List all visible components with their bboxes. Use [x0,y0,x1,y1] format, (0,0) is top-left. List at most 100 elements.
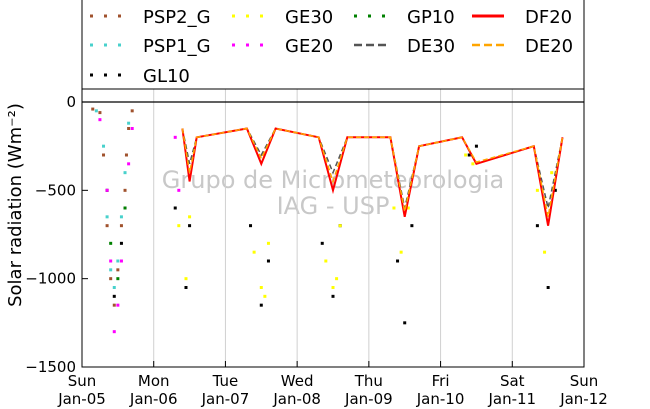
series-gl10-point-9 [320,241,324,245]
series-gl10-point-15 [467,153,471,157]
series-gl10-point-14 [410,224,414,228]
series-psp2-g-point-4 [109,277,113,281]
legend-psp2-g-label: PSP2_G [143,7,211,28]
series-ge30-point-1 [184,277,188,281]
series-psp2-g-point-2 [102,153,106,157]
series-psp1-g-point-3 [109,268,113,272]
x-tick-date-6: Jan-11 [487,390,536,408]
y-tick-label-0: 0 [66,93,76,111]
series-psp2-g-point-3 [105,224,109,228]
y-tick-label-3: −1500 [25,358,76,376]
series-ge20-point-10 [177,188,181,192]
series-psp1-g-point-1 [102,144,106,148]
series-psp2-g-point-10 [127,127,131,130]
series-ge30-point-16 [535,188,539,192]
series-ge20-point-3 [112,330,116,334]
watermark-line-2: IAG - USP [277,192,390,220]
x-tick-day-6: Sat [500,372,525,390]
series-psp2-g-point-11 [130,109,134,113]
series-de20-line [181,127,564,217]
legend-ge20-marker-0 [232,43,235,47]
x-tick-day-2: Tue [212,372,239,390]
series-psp2-g-point-9 [124,153,128,157]
series-ge30-point-18 [550,171,554,175]
series-ge30-point-17 [543,250,547,254]
series-gl10-point-17 [535,224,539,228]
x-tick-date-1: Jan-06 [129,390,178,408]
series-gl10-point-1 [112,294,116,298]
series-psp2-g-point-1 [98,111,102,115]
x-tick-day-1: Mon [138,372,170,390]
series-ge30-point-5 [263,294,267,298]
series-ge30-point-2 [188,215,192,219]
legend-gl10-label: GL10 [143,66,190,87]
x-tick-day-5: Fri [432,372,450,390]
legend-ge20-label: GE20 [285,36,333,57]
legend-gp10-marker-1 [368,14,371,18]
series-ge30-point-7 [324,259,328,263]
series-ge20-point-7 [127,162,131,166]
series-ge20-point-1 [105,188,109,192]
series-ge30-point-14 [464,153,468,157]
series-gl10-point-18 [546,286,550,289]
series-psp1-g-point-2 [105,215,109,219]
series-ge20-point-8 [130,127,134,130]
legend-psp1-g-label: PSP1_G [143,36,211,57]
legend-de20-label: DE20 [525,36,573,57]
series-gl10-point-8 [266,259,270,263]
y-tick-label-1: −500 [35,181,76,199]
series-gl10-point-19 [553,188,557,192]
series-psp2-g-point-5 [112,303,116,307]
series-ge30-point-10 [338,224,342,228]
series-gl10-point-3 [173,206,177,210]
series-psp1-g-point-7 [123,171,127,175]
series-ge20-point-2 [109,259,113,263]
legend-ge20-marker-2 [260,43,263,47]
series-gp10-point-2 [123,206,127,210]
legend-gl10-marker-2 [118,73,121,77]
series-psp1-g-point-6 [119,215,123,219]
series-gl10-point-16 [474,144,478,148]
series-ge30-point-11 [392,206,396,210]
legend-psp2-g-marker-2 [118,14,121,18]
series-psp1-g-point-4 [112,286,116,289]
legend-psp2-g-marker-1 [104,14,107,18]
legend-ge30-marker-2 [260,14,263,18]
series-ge20-point-5 [119,259,123,263]
legend-ge30-marker-1 [246,14,249,18]
series-gl10-point-12 [396,259,400,263]
series-psp2-g-point-8 [123,188,127,192]
series-gl10-point-5 [188,224,192,228]
x-tick-day-0: Sun [68,372,97,390]
legend-psp1-g-marker-0 [90,43,93,47]
series-ge20-point-0 [98,118,102,122]
x-tick-date-3: Jan-08 [272,390,321,408]
legend-psp2-g-marker-0 [90,14,93,18]
legend-psp1-g-marker-2 [118,43,121,47]
series-psp1-g-point-8 [127,121,131,125]
legend-ge30-marker-0 [232,14,235,18]
series-gl10-point-4 [184,286,188,289]
series-psp1-g-point-0 [94,109,98,113]
series-gp10-point-1 [116,277,120,281]
x-tick-day-4: Thu [354,372,383,390]
x-tick-day-3: Wed [281,372,314,390]
series-gl10-point-2 [119,241,123,245]
series-gl10-point-13 [403,321,407,325]
series-gl10-point-7 [259,303,263,307]
series-ge30-point-13 [406,206,410,210]
plot-area [82,89,584,367]
legend-ge20-marker-1 [246,43,249,47]
x-tick-date-7: Jan-12 [559,390,608,408]
series-gl10-point-6 [249,224,253,228]
y-axis: 0 −500 −1000 −1500 [25,93,88,376]
legend-gl10-marker-0 [90,73,93,77]
legend-gp10-label: GP10 [407,7,455,28]
series-ge30-point-8 [331,286,335,289]
series-ge30-point-3 [252,250,256,254]
legend-gl10-marker-1 [104,73,107,77]
series-ge30-point-15 [471,162,475,166]
series-psp2-g-point-6 [116,268,120,272]
legend-df20-label: DF20 [525,7,572,28]
series-ge30-point-12 [399,250,403,254]
